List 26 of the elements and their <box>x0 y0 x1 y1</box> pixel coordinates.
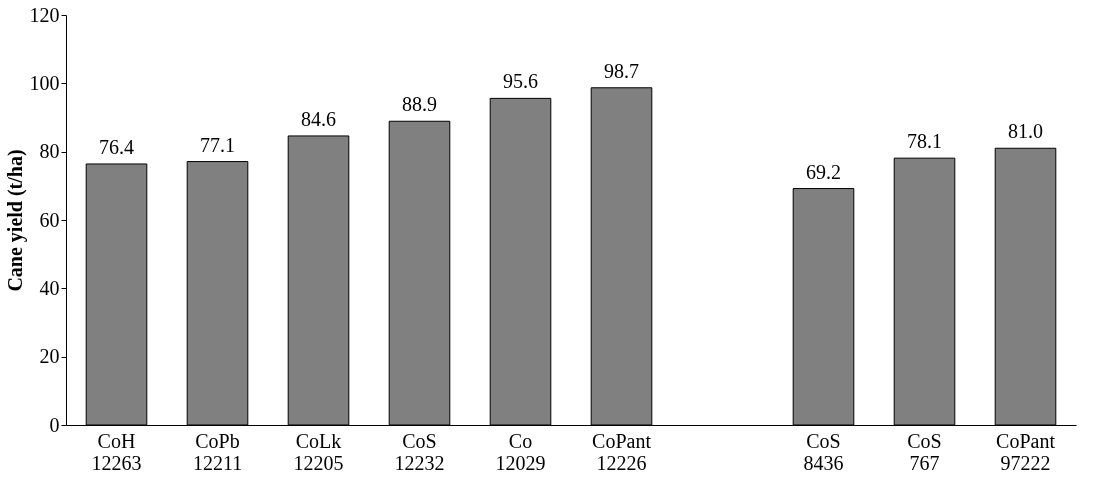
y-tick-label: 60 <box>39 208 60 231</box>
data-label: 84.6 <box>301 107 336 130</box>
data-label: 98.7 <box>604 59 639 82</box>
data-label: 95.6 <box>503 70 538 93</box>
y-tick-label: 120 <box>29 3 60 26</box>
x-tick-label: CoPant 97222 <box>996 429 1056 474</box>
x-tick-label: CoLk 12205 <box>293 429 344 474</box>
x-tick-label: CoS 8436 <box>803 429 844 474</box>
x-tick-label: CoPant 12226 <box>592 429 652 474</box>
data-label: 88.9 <box>402 93 437 116</box>
data-label: 78.1 <box>907 130 942 153</box>
data-label: 81.0 <box>1008 120 1043 143</box>
x-tick-label: CoS 12232 <box>394 429 445 474</box>
y-tick-label: 40 <box>39 276 60 299</box>
x-tick-label: CoS 767 <box>907 429 942 474</box>
x-tick-label: CoPb 12211 <box>192 429 243 474</box>
x-tick-label: CoH 12263 <box>91 429 142 474</box>
y-tick-label: 80 <box>39 140 60 163</box>
y-tick-label: 20 <box>39 345 60 368</box>
x-tick-label: Co 12029 <box>495 429 546 474</box>
y-tick-label: 0 <box>49 413 60 436</box>
data-label: 76.4 <box>99 135 134 158</box>
y-axis-title: Cane yield (t/ha) <box>3 149 27 292</box>
data-label: 69.2 <box>806 160 841 183</box>
data-label: 77.1 <box>200 133 235 156</box>
y-tick-label: 100 <box>29 71 60 94</box>
